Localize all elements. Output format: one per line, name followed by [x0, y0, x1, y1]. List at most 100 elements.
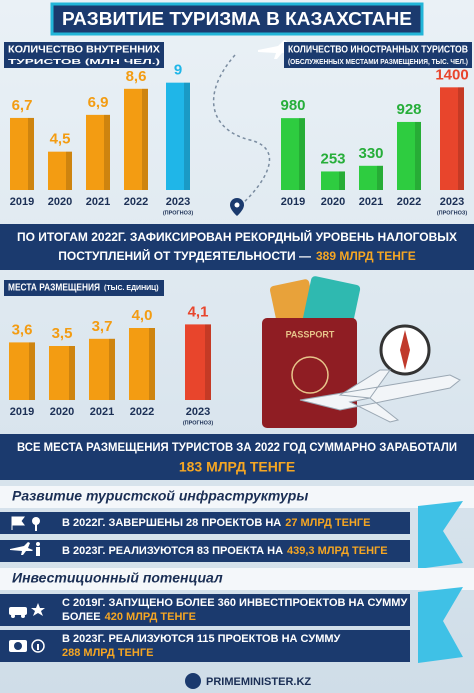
bar-shade [109, 338, 115, 400]
bar [397, 121, 421, 190]
item: В 2022Г. ЗАВЕРШЕНЫ 28 ПРОЕКТОВ НА 27 МЛРД… [62, 517, 371, 529]
bar-shade [299, 118, 305, 190]
chart-subtitle: ТУРИСТОВ (МЛН ЧЕЛ.) [8, 59, 160, 66]
value-label: 4,1 [188, 303, 209, 320]
svg-text:PASSPORT: PASSPORT [286, 329, 335, 339]
item-bar [0, 594, 410, 626]
tax-highlight: 389 МЛРД ТЕНГЕ [316, 249, 416, 263]
item-text: В 2022Г. ЗАВЕРШЕНЫ 28 ПРОЕКТОВ НА [62, 517, 281, 529]
tax-band [0, 224, 474, 270]
title: РАЗВИТИЕ ТУРИЗМА В КАЗАХСТАНЕ [62, 9, 412, 29]
value-label: 6,9 [88, 94, 109, 111]
chart-subtitle: (ТЫС. ЕДИНИЦ) [104, 285, 159, 292]
bar-shade [149, 328, 155, 400]
item-bar [0, 512, 410, 534]
x-tick-label: 2021 [86, 196, 110, 208]
value-label: 4,0 [132, 307, 153, 324]
bar [440, 87, 464, 190]
bar-shade [104, 114, 110, 190]
value-label: 9 [174, 62, 182, 79]
value-label: 8,6 [126, 68, 147, 85]
section-strip [0, 486, 474, 508]
section-strip [0, 568, 474, 590]
chart-title: МЕСТА РАЗМЕЩЕНИЯ [8, 283, 100, 294]
x-tick-label: 2023 [186, 406, 210, 418]
forecast-note: (ПРОГНОЗ) [437, 210, 467, 216]
value-label: 6,7 [12, 97, 33, 114]
x-tick-label: 2020 [48, 196, 72, 208]
chart-header [284, 42, 472, 68]
value-label: 928 [396, 101, 421, 118]
item-text: БОЛЕЕ [62, 611, 101, 623]
item: БОЛЕЕ 420 МЛРД ТЕНГЕ [62, 611, 196, 623]
bar [10, 117, 34, 190]
bar-shade [29, 342, 35, 400]
value-label: 3,5 [52, 325, 73, 342]
chart-title: КОЛИЧЕСТВО ВНУТРЕННИХ [8, 45, 160, 56]
forecast-note: (ПРОГНОЗ) [163, 210, 193, 216]
bar-shade [142, 88, 148, 190]
value-label: 3,7 [92, 318, 113, 335]
tax-text: ПОСТУПЛЕНИЙ ОТ ТУРДЕЯТЕЛЬНОСТИ — [58, 248, 311, 263]
bar [49, 346, 75, 400]
tax-line: ПОСТУПЛЕНИЙ ОТ ТУРДЕЯТЕЛЬНОСТИ — 389 МЛРД… [58, 248, 415, 263]
value-label: 3,6 [12, 321, 33, 338]
revenue-line: ВСЕ МЕСТА РАЗМЕЩЕНИЯ ТУРИСТОВ ЗА 2022 ГО… [17, 440, 457, 454]
x-tick-label: 2023 [440, 196, 464, 208]
route [212, 54, 271, 211]
bar [124, 88, 148, 190]
plane-icon [258, 40, 292, 59]
bar-shade [66, 151, 72, 190]
x-tick-label: 2019 [10, 406, 34, 418]
bar-shade [377, 165, 383, 190]
x-tick-label: 2019 [281, 196, 305, 208]
x-tick-label: 2020 [50, 406, 74, 418]
bar [129, 328, 155, 400]
icons [9, 603, 45, 653]
bar [9, 342, 35, 400]
item-text: В 2023Г. РЕАЛИЗУЮТСЯ 115 ПРОЕКТОВ НА СУМ… [62, 633, 341, 645]
bar-shade [28, 117, 34, 190]
section-heading: Инвестиционный потенциал [12, 570, 223, 586]
bar [321, 171, 345, 190]
bar-shade [184, 82, 190, 190]
bar [86, 114, 110, 190]
item: В 2023Г. РЕАЛИЗУЮТСЯ 83 ПРОЕКТА НА 439,3 … [62, 545, 388, 557]
chart-header [4, 42, 164, 68]
bar [359, 165, 383, 190]
travel-illustration: PASSPORT [262, 276, 461, 428]
item-highlight: 27 МЛРД ТЕНГЕ [285, 517, 370, 529]
value-label: 980 [280, 97, 305, 114]
icons [10, 516, 40, 556]
x-tick-label: 2022 [124, 196, 148, 208]
item-text: С 2019Г. ЗАПУЩЕНО БОЛЕЕ 360 ИНВЕСТПРОЕКТ… [62, 597, 407, 609]
value-label: 330 [358, 145, 383, 162]
bar-shade [339, 171, 345, 190]
value-label: 4,5 [50, 131, 71, 148]
bar [166, 82, 190, 190]
bar [89, 338, 115, 400]
chart-title: КОЛИЧЕСТВО ИНОСТРАННЫХ ТУРИСТОВ [288, 45, 468, 56]
x-tick-label: 2023 [166, 196, 190, 208]
chart-header [4, 280, 164, 296]
bar-shade [458, 87, 464, 190]
x-tick-label: 2021 [90, 406, 114, 418]
ribbon [418, 587, 463, 663]
item-bar [0, 540, 410, 562]
footer: PRIMEMINISTER.KZ [206, 676, 311, 688]
bar-shade [415, 121, 421, 190]
revenue-band [0, 434, 474, 480]
footer-logo [185, 673, 201, 689]
bar-shade [205, 324, 211, 400]
x-tick-label: 2021 [359, 196, 383, 208]
x-tick-label: 2022 [130, 406, 154, 418]
item-text: В 2023Г. РЕАЛИЗУЮТСЯ 83 ПРОЕКТА НА [62, 545, 283, 557]
chart-subtitle: (ОБСЛУЖЕННЫХ МЕСТАМИ РАЗМЕЩЕНИЯ, ТЫС. ЧЕ… [288, 59, 468, 66]
bar [185, 324, 211, 400]
item-highlight: 439,3 МЛРД ТЕНГЕ [287, 545, 388, 557]
item-highlight: 288 МЛРД ТЕНГЕ [62, 647, 153, 659]
x-tick-label: 2020 [321, 196, 345, 208]
item-bar [0, 630, 410, 662]
x-tick-label: 2019 [10, 196, 34, 208]
